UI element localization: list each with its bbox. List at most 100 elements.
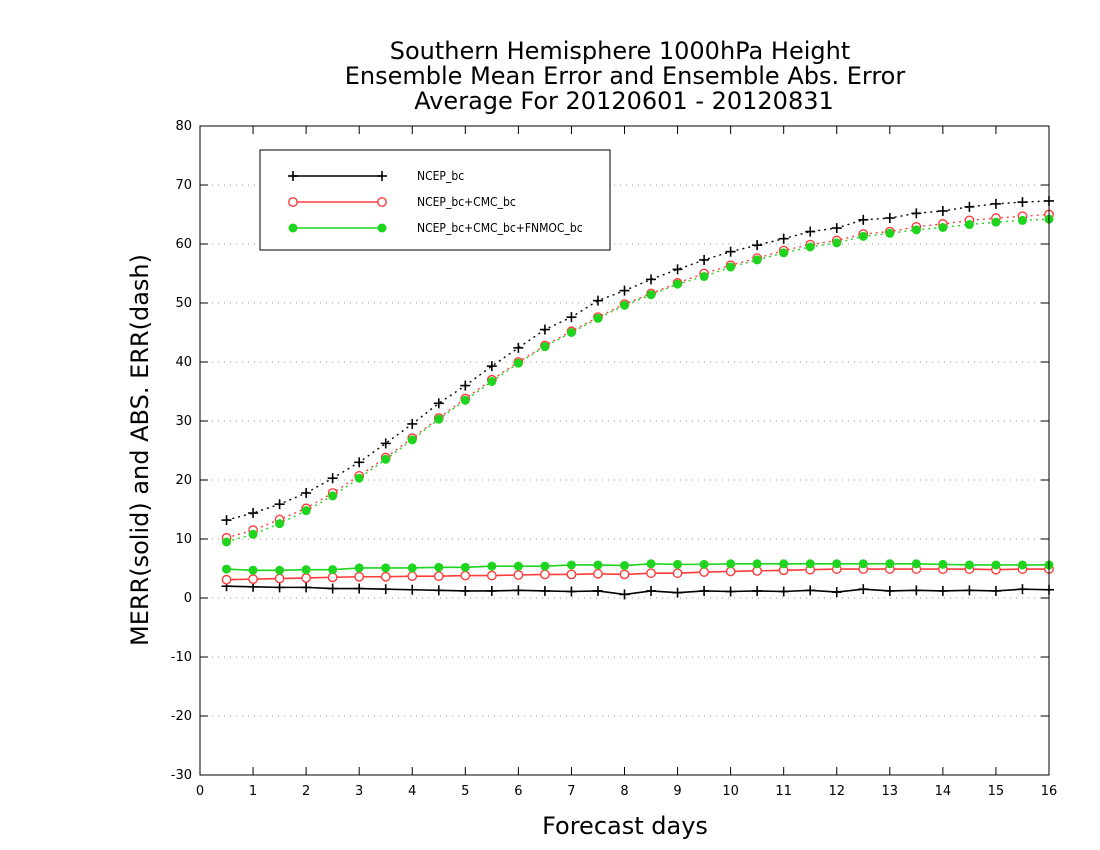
merr-point-1 [380,571,391,582]
merr-point-2 [301,565,311,575]
merr-point-0 [566,586,577,597]
abs-err-point-2 [832,238,842,248]
merr-point-2 [248,565,258,575]
merr-point-0 [937,585,948,596]
abs-err-point-0 [1017,197,1028,208]
chart-title-line-2: Ensemble Mean Error and Ensemble Abs. Er… [345,62,906,90]
merr-point-0 [990,585,1001,596]
abs-err-point-0 [699,254,710,265]
abs-err-point-0 [539,324,550,335]
x-tick-label: 15 [988,784,1005,799]
x-tick-label: 1 [249,784,257,799]
x-tick-label: 11 [775,784,792,799]
abs-err-point-0 [778,233,789,244]
series-merr-line-0 [226,585,1050,596]
legend-label-0: NCEP_bc [417,169,464,183]
merr-point-1 [672,568,683,579]
abs-err-point-2 [460,395,470,405]
merr-point-1 [725,566,736,577]
legend-marker-0 [377,171,387,181]
abs-err-point-0 [327,473,338,484]
x-axis-title: Forecast days [542,812,708,840]
merr-point-1 [540,569,550,580]
merr-point-0 [725,586,736,597]
abs-err-point-2 [911,225,921,235]
y-tick-label: 60 [175,237,192,252]
series-merr-line-1 [226,568,1049,581]
merr-point-2 [381,563,391,573]
abs-err-point-2 [381,454,391,464]
abs-err-point-2 [752,255,762,265]
abs-err-point-2 [434,414,444,424]
abs-err-point-0 [460,380,471,391]
legend-label-1: NCEP_bc+CMC_bc [417,195,516,209]
abs-err-point-2 [301,506,311,516]
abs-err-point-0 [619,285,630,296]
merr-point-2 [938,559,948,569]
merr-point-0 [327,583,338,594]
merr-point-2 [513,561,523,571]
merr-point-0 [752,585,763,596]
abs-err-point-0 [752,240,763,251]
merr-point-1 [248,574,258,585]
abs-err-point-2 [805,242,815,252]
abs-err-point-2 [991,217,1001,227]
merr-point-0 [354,583,365,594]
merr-point-0 [486,585,497,596]
merr-point-0 [301,582,312,593]
merr-point-2 [673,559,683,569]
x-tick-label: 6 [514,784,522,799]
x-tick-label: 3 [355,784,363,799]
merr-point-1 [619,569,630,580]
merr-point-2 [354,563,364,573]
merr-point-0 [884,585,895,596]
y-tick-label: -30 [171,768,192,783]
merr-point-1 [593,568,603,579]
y-tick-label: 20 [175,473,192,488]
y-tick-label: 80 [175,119,192,134]
abs-err-point-2 [938,222,948,232]
merr-point-0 [646,585,657,596]
legend-marker-1 [288,197,298,207]
x-tick-label: 9 [673,784,681,799]
merr-point-2 [407,563,417,573]
abs-err-point-0 [937,205,948,216]
merr-point-1 [460,570,471,581]
abs-err-point-2 [487,376,497,386]
abs-err-point-2 [407,435,417,445]
y-tick-label: -10 [171,650,192,665]
merr-point-1 [433,571,444,582]
abs-err-point-2 [593,313,603,323]
abs-err-point-0 [990,198,1001,209]
abs-err-point-2 [354,473,364,483]
merr-point-2 [434,562,444,572]
merr-point-2 [885,559,895,569]
abs-err-point-2 [566,328,576,337]
abs-err-point-0 [486,361,497,372]
merr-point-2 [805,559,815,569]
merr-point-1 [566,569,577,580]
merr-point-2 [991,560,1001,570]
merr-point-2 [726,559,736,569]
y-tick-label: 40 [175,355,192,370]
merr-point-2 [593,560,603,570]
abs-err-point-2 [779,248,789,258]
legend-marker-1 [377,197,387,207]
merr-point-1 [221,574,232,585]
merr-point-2 [328,565,338,575]
merr-point-0 [380,584,391,595]
abs-err-point-2 [275,519,285,529]
abs-err-point-0 [513,342,524,353]
abs-err-point-0 [911,208,922,219]
abs-err-point-2 [885,228,895,238]
abs-err-point-0 [566,312,577,323]
legend-marker-2 [288,223,298,233]
abs-err-point-2 [328,491,338,501]
legend-marker-0 [288,171,298,181]
series-layer [221,195,1054,600]
merr-point-2 [964,560,974,570]
merr-point-0 [911,585,922,596]
legend: NCEP_bc NCEP_bc+CMC_bc NCEP_bc+CMC_bc+FNMO… [259,149,611,251]
abs-err-point-0 [354,457,365,468]
y-axis-title: MERR(solid) and ABS. ERR(dash) [126,254,154,646]
